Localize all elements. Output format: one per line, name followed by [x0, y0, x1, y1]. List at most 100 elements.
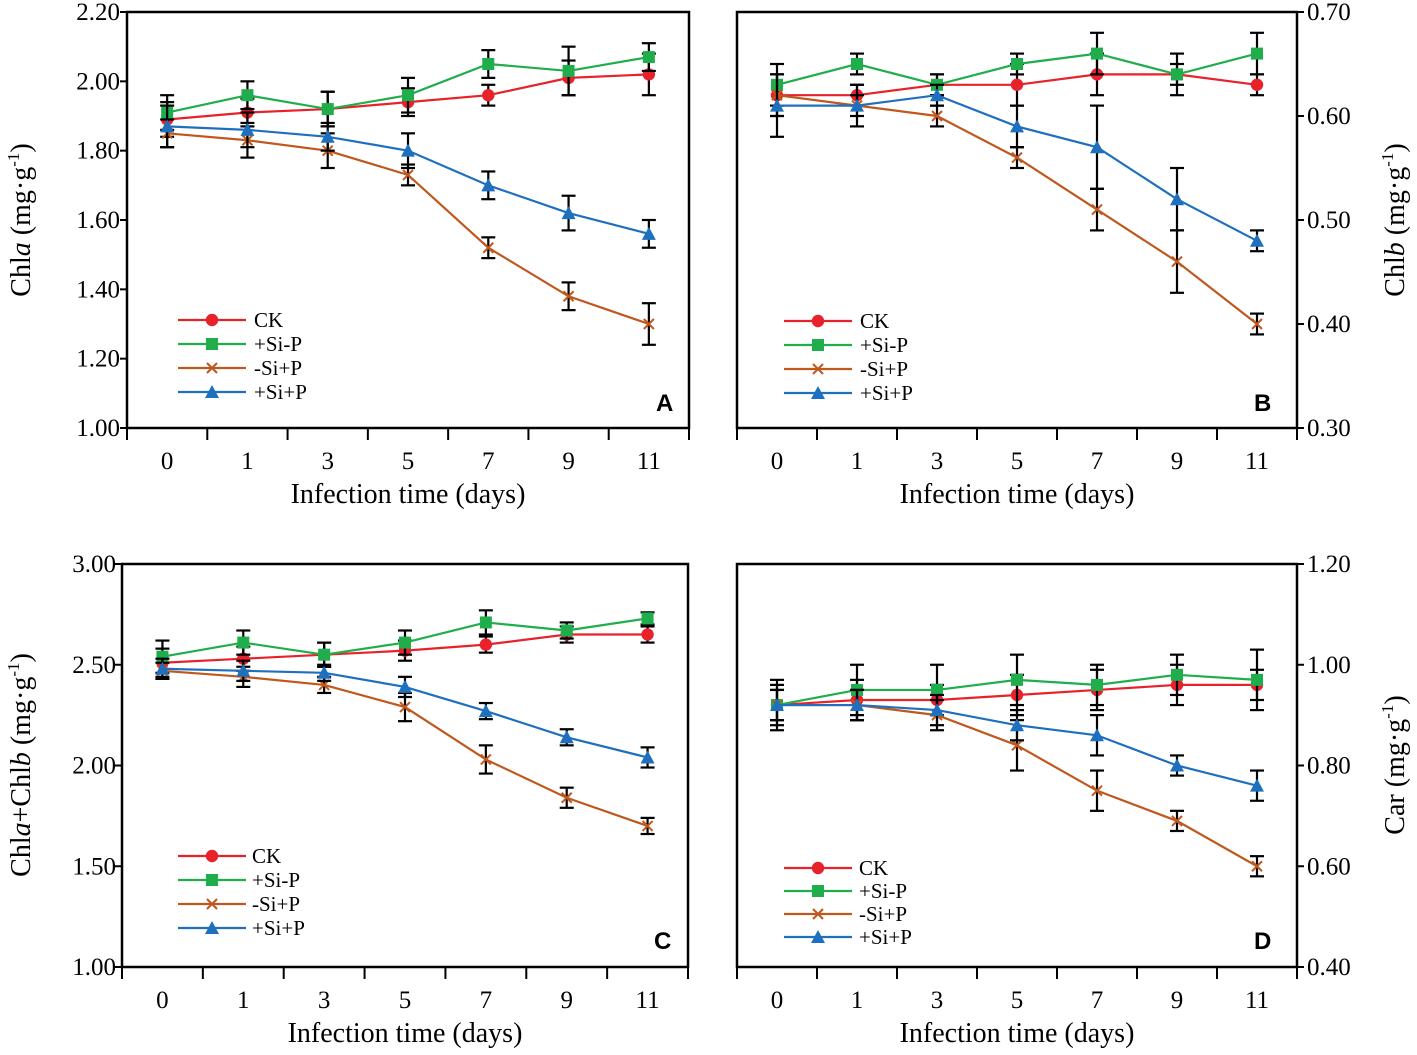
x-tick-label: 0 — [156, 987, 169, 1014]
data-point — [240, 122, 255, 136]
legend-marker — [206, 874, 218, 886]
y-tick-label: 0.30 — [1307, 415, 1351, 442]
data-point — [1250, 233, 1264, 247]
legend-entry: -Si+P — [178, 356, 302, 380]
legend-entry: +Si+P — [178, 916, 305, 940]
x-tick-label: 7 — [1091, 448, 1104, 475]
x-tick-label: 3 — [931, 987, 944, 1014]
data-point — [641, 820, 654, 832]
data-point — [640, 750, 655, 764]
data-point — [643, 318, 655, 330]
legend-marker — [812, 885, 824, 897]
data-point — [241, 89, 254, 102]
data-point — [321, 103, 334, 116]
data-point — [770, 98, 784, 112]
data-point — [1251, 860, 1263, 872]
x-tick-label: 1 — [851, 448, 864, 475]
series-+Si+P — [155, 657, 655, 769]
legend-label: CK — [859, 856, 888, 880]
legend-marker — [206, 338, 218, 350]
legend-marker — [812, 363, 824, 375]
y-tick-label: 2.20 — [76, 0, 120, 26]
y-tick-label: 1.20 — [1307, 551, 1351, 578]
chart-panel-c: 1.00 1.50 2.00 2.50 3.00 0 1 3 5 7 9 11 Infection ti… — [4, 551, 690, 1049]
data-point — [236, 663, 251, 677]
x-tick-label: 5 — [402, 448, 415, 475]
legend-label: +Si+P — [252, 916, 305, 940]
y-axis-title: Chla+Chlb (mg·g-1) — [4, 653, 37, 877]
data-point — [1090, 728, 1104, 742]
legend-entry: -Si+P — [178, 892, 300, 916]
data-point — [1091, 47, 1103, 60]
legend-entry: +Si-P — [784, 333, 908, 357]
y-tick-label: 2.00 — [72, 753, 116, 780]
data-point — [1011, 739, 1023, 752]
data-point — [160, 119, 175, 133]
y-tick-label: 3.00 — [72, 551, 116, 578]
data-point — [482, 242, 494, 254]
legend-label: -Si+P — [859, 902, 907, 926]
data-point — [320, 129, 335, 143]
legend-entry: +Si+P — [178, 380, 307, 404]
legend-entry: +Si-P — [178, 332, 302, 356]
data-point — [1251, 47, 1263, 60]
data-point — [237, 636, 250, 649]
panel-letter: C — [654, 928, 671, 955]
x-tick-label: 1 — [241, 448, 254, 475]
legend-entry: CK — [178, 308, 283, 332]
data-point — [850, 698, 864, 712]
legend-marker — [205, 849, 219, 863]
x-tick-label: 1 — [851, 987, 864, 1014]
x-tick-label: 9 — [1171, 448, 1184, 475]
data-point — [559, 730, 574, 744]
x-tick-label: 0 — [161, 448, 174, 475]
x-tick-label: 9 — [560, 987, 573, 1014]
legend-marker — [812, 908, 824, 920]
y-tick-label: 1.60 — [76, 207, 120, 234]
x-axis-title: Infection time (days) — [291, 479, 526, 510]
data-point — [1011, 58, 1023, 70]
data-point — [482, 89, 495, 102]
data-point — [1011, 673, 1023, 686]
legend-entry: -Si+P — [784, 357, 908, 381]
x-tick-label: 0 — [771, 987, 784, 1014]
chart-panel-d: 0.40 0.60 0.80 1.00 1.20 0 1 3 5 7 9 11 Infection ti… — [735, 551, 1411, 1049]
legend-label: +Si-P — [860, 333, 908, 357]
x-tick-label: 11 — [1245, 987, 1269, 1014]
legend-marker — [206, 898, 218, 910]
x-tick-label: 3 — [931, 448, 944, 475]
y-tick-label: 0.70 — [1307, 0, 1351, 26]
data-point — [1251, 318, 1263, 330]
legend-entry: CK — [784, 856, 888, 880]
data-point — [851, 58, 863, 70]
data-point — [1170, 758, 1184, 772]
data-point — [562, 64, 575, 77]
data-point — [930, 88, 944, 102]
legend-marker — [811, 386, 825, 399]
y-tick-label: 1.20 — [76, 346, 120, 373]
legend-label: +Si+P — [254, 380, 307, 404]
data-point — [481, 178, 496, 192]
data-point — [1090, 140, 1104, 154]
series-+Si+P — [770, 688, 1264, 802]
legend-marker — [812, 339, 824, 351]
panel-letter: D — [1254, 928, 1271, 955]
legend-marker — [205, 921, 219, 934]
y-axis-title: Car (mg·g-1) — [1378, 695, 1411, 834]
data-point — [930, 703, 944, 717]
legend-entry: +Si+P — [784, 381, 913, 405]
x-tick-label: 9 — [562, 448, 575, 475]
x-tick-label: 11 — [637, 448, 661, 475]
y-tick-label: 1.00 — [72, 954, 116, 981]
legend-label: +Si-P — [859, 879, 907, 903]
legend-entry: CK — [784, 309, 889, 333]
data-point — [931, 683, 943, 696]
data-point — [1010, 78, 1024, 92]
panel-letter: A — [656, 390, 673, 417]
data-point — [931, 110, 943, 122]
data-point — [1171, 255, 1183, 268]
data-point — [561, 206, 576, 220]
data-point — [1171, 68, 1183, 81]
series-+Si+P — [770, 73, 1264, 253]
